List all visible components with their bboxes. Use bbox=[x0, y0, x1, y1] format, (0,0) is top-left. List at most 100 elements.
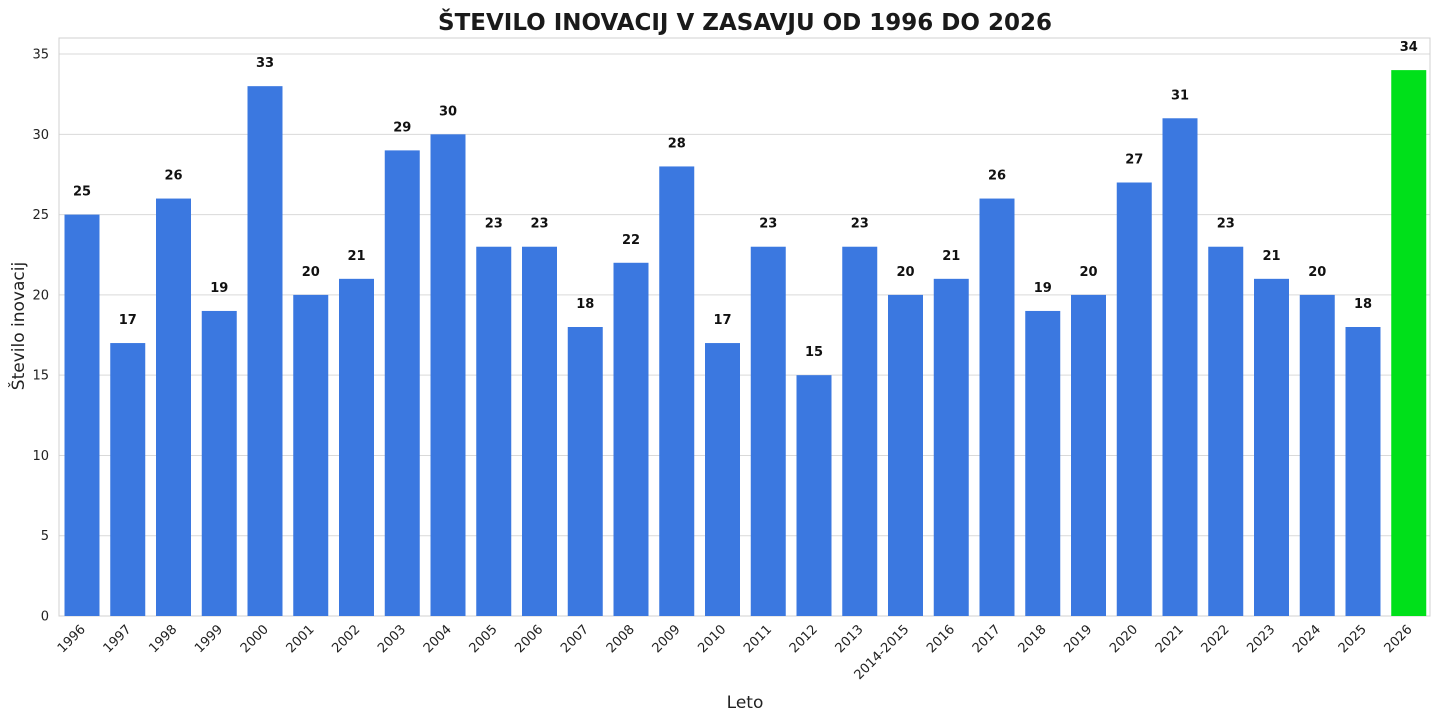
data-label: 27 bbox=[1125, 153, 1143, 168]
grid-lines bbox=[59, 53, 1430, 617]
x-tick-label: 2010 bbox=[695, 622, 729, 656]
bars bbox=[64, 70, 1427, 617]
data-label: 20 bbox=[302, 265, 320, 280]
bar bbox=[1254, 278, 1289, 616]
bar bbox=[1391, 70, 1427, 617]
x-tick-label: 2008 bbox=[604, 622, 638, 656]
y-axis-ticks: 0 5 10 15 20 25 30 35 bbox=[32, 48, 49, 625]
chart-title: ŠTEVILO INOVACIJ V ZASAVJU OD 1996 DO 20… bbox=[438, 8, 1052, 36]
x-tick-label: 2019 bbox=[1061, 622, 1095, 656]
data-label: 21 bbox=[1262, 249, 1280, 264]
data-label: 23 bbox=[1217, 217, 1235, 232]
x-tick-label: 2017 bbox=[970, 622, 1004, 656]
x-tick-label: 2026 bbox=[1382, 622, 1416, 656]
data-label: 20 bbox=[896, 265, 914, 280]
bar bbox=[1208, 246, 1244, 616]
data-label: 21 bbox=[347, 249, 365, 264]
data-label: 31 bbox=[1171, 88, 1189, 103]
data-label: 17 bbox=[119, 313, 137, 328]
x-tick-label: 2016 bbox=[924, 622, 958, 656]
bar bbox=[979, 198, 1015, 617]
y-tick-label: 10 bbox=[32, 449, 49, 464]
bar bbox=[796, 375, 832, 616]
data-label: 15 bbox=[805, 345, 823, 360]
bar bbox=[1071, 294, 1106, 616]
y-tick-label: 25 bbox=[32, 208, 49, 223]
bar bbox=[567, 327, 603, 616]
bar bbox=[476, 246, 512, 616]
data-label: 34 bbox=[1400, 40, 1418, 55]
x-tick-label: 2011 bbox=[741, 622, 775, 656]
data-label: 22 bbox=[622, 233, 640, 248]
bar bbox=[247, 86, 283, 616]
x-tick-label: 2004 bbox=[421, 622, 455, 656]
bar bbox=[1162, 118, 1198, 617]
x-tick-label: 2022 bbox=[1199, 622, 1233, 656]
x-tick-label: 2005 bbox=[467, 622, 501, 656]
x-tick-label: 2009 bbox=[650, 622, 684, 656]
y-tick-label: 20 bbox=[32, 288, 49, 303]
x-tick-label: 1997 bbox=[101, 622, 135, 656]
data-label: 20 bbox=[1079, 265, 1097, 280]
x-tick-label: 2003 bbox=[375, 622, 409, 656]
bar bbox=[64, 214, 100, 616]
data-label: 23 bbox=[530, 217, 548, 232]
bar bbox=[522, 246, 557, 616]
x-tick-label: 2024 bbox=[1290, 622, 1324, 656]
y-tick-label: 5 bbox=[41, 529, 49, 544]
data-label: 23 bbox=[851, 217, 869, 232]
data-label: 26 bbox=[988, 169, 1006, 184]
data-label: 19 bbox=[210, 281, 228, 296]
bar bbox=[1025, 310, 1061, 616]
bar bbox=[384, 150, 420, 616]
bar bbox=[933, 278, 969, 616]
plot-frame bbox=[58, 37, 1431, 617]
data-label: 18 bbox=[576, 297, 594, 312]
data-label: 25 bbox=[73, 185, 91, 200]
data-label: 28 bbox=[668, 136, 686, 151]
x-tick-label: 1999 bbox=[192, 622, 226, 656]
bar bbox=[750, 246, 786, 616]
x-tick-label: 2007 bbox=[558, 622, 592, 656]
x-tick-label: 2023 bbox=[1244, 622, 1278, 656]
bar bbox=[705, 343, 740, 616]
bar bbox=[888, 294, 923, 616]
data-label: 20 bbox=[1308, 265, 1326, 280]
x-tick-label: 2021 bbox=[1153, 622, 1187, 656]
bar bbox=[339, 278, 374, 616]
x-tick-label: 2006 bbox=[512, 622, 546, 656]
x-tick-label: 2018 bbox=[1016, 622, 1050, 656]
bar bbox=[1299, 294, 1335, 616]
data-label: 17 bbox=[713, 313, 731, 328]
data-label: 18 bbox=[1354, 297, 1372, 312]
bar bbox=[110, 343, 146, 616]
data-label: 19 bbox=[1034, 281, 1052, 296]
data-label: 29 bbox=[393, 120, 411, 135]
data-labels: 25 17 26 19 33 20 21 29 30 23 23 18 22 28 17 23 15 23 20 21… bbox=[73, 40, 1418, 360]
x-axis-ticks: 1996 1997 1998 1999 2000 2001 2002 2003 2004 2005… bbox=[55, 622, 1416, 683]
x-axis-label: Leto bbox=[727, 693, 764, 713]
x-tick-label: 2025 bbox=[1336, 622, 1370, 656]
bar bbox=[842, 246, 878, 616]
data-label: 23 bbox=[759, 217, 777, 232]
data-label: 21 bbox=[942, 249, 960, 264]
y-tick-label: 35 bbox=[32, 48, 49, 63]
x-tick-label: 2000 bbox=[238, 622, 272, 656]
x-tick-label: 1998 bbox=[146, 622, 180, 656]
y-tick-label: 0 bbox=[41, 610, 49, 625]
bar bbox=[1116, 182, 1152, 616]
y-tick-label: 15 bbox=[32, 369, 49, 384]
bar bbox=[1345, 327, 1381, 616]
x-tick-label: 1996 bbox=[55, 622, 89, 656]
x-tick-label: 2012 bbox=[787, 622, 821, 656]
bar bbox=[201, 310, 237, 616]
bar bbox=[293, 294, 329, 616]
data-label: 23 bbox=[485, 217, 503, 232]
y-tick-label: 30 bbox=[32, 128, 49, 143]
x-tick-label: 2002 bbox=[329, 622, 363, 656]
bar bbox=[659, 166, 695, 616]
x-tick-label: 2013 bbox=[833, 622, 867, 656]
bar bbox=[156, 198, 191, 617]
